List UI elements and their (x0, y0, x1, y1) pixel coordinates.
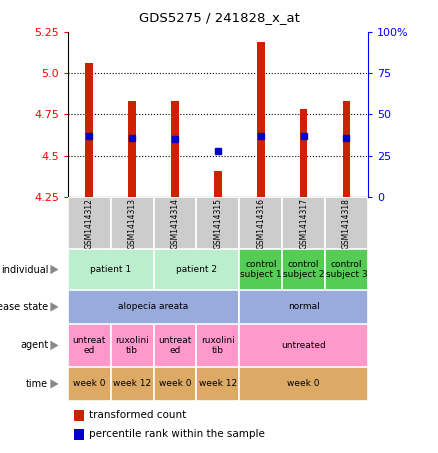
Bar (197, 324, 239, 367)
Bar (111, 197, 154, 249)
Text: GSM1414317: GSM1414317 (299, 198, 308, 249)
Bar (111, 367, 154, 401)
Text: control
subject 1: control subject 1 (240, 260, 282, 279)
Bar (282, 249, 325, 290)
Bar (197, 367, 239, 401)
Bar (68, 367, 111, 401)
Text: patient 1: patient 1 (90, 265, 131, 274)
Bar (239, 290, 368, 324)
Bar (74, 429, 85, 440)
Text: transformed count: transformed count (89, 410, 186, 420)
Text: agent: agent (20, 340, 48, 351)
Text: GDS5275 / 241828_x_at: GDS5275 / 241828_x_at (138, 11, 300, 24)
Text: GSM1414313: GSM1414313 (128, 198, 137, 249)
Polygon shape (50, 341, 59, 350)
Text: GSM1414314: GSM1414314 (170, 198, 180, 249)
Text: percentile rank within the sample: percentile rank within the sample (89, 429, 265, 439)
Bar (68, 249, 154, 290)
Polygon shape (50, 265, 59, 274)
Bar (154, 367, 197, 401)
Text: time: time (26, 379, 48, 389)
Text: week 0: week 0 (287, 380, 320, 388)
Bar (68, 324, 111, 367)
Bar (343, 101, 350, 197)
Bar (68, 290, 239, 324)
Bar (111, 324, 154, 367)
Bar (128, 101, 136, 197)
Text: untreat
ed: untreat ed (73, 336, 106, 355)
Bar (325, 197, 368, 249)
Bar (282, 197, 325, 249)
Bar (74, 410, 85, 421)
Text: alopecia areata: alopecia areata (119, 303, 189, 311)
Text: GSM1414312: GSM1414312 (85, 198, 94, 249)
Polygon shape (50, 379, 59, 389)
Bar (154, 324, 197, 367)
Text: untreated: untreated (281, 341, 326, 350)
Text: week 0: week 0 (73, 380, 106, 388)
Text: disease state: disease state (0, 302, 48, 312)
Text: GSM1414318: GSM1414318 (342, 198, 351, 249)
Bar (257, 42, 265, 197)
Bar (85, 63, 93, 197)
Bar (197, 197, 239, 249)
Text: ruxolini
tib: ruxolini tib (201, 336, 235, 355)
Bar (239, 249, 282, 290)
Text: normal: normal (288, 303, 319, 311)
Text: week 0: week 0 (159, 380, 191, 388)
Text: untreat
ed: untreat ed (159, 336, 192, 355)
Text: week 12: week 12 (199, 380, 237, 388)
Text: control
subject 2: control subject 2 (283, 260, 325, 279)
Text: patient 2: patient 2 (176, 265, 217, 274)
Bar (214, 171, 222, 197)
Text: control
subject 3: control subject 3 (326, 260, 367, 279)
Bar (239, 367, 368, 401)
Bar (300, 110, 307, 197)
Text: week 12: week 12 (113, 380, 151, 388)
Text: individual: individual (1, 265, 48, 275)
Text: GSM1414315: GSM1414315 (213, 198, 223, 249)
Bar (68, 197, 111, 249)
Bar (239, 197, 282, 249)
Bar (239, 324, 368, 367)
Polygon shape (50, 302, 59, 312)
Bar (154, 249, 239, 290)
Bar (325, 249, 368, 290)
Bar (154, 197, 197, 249)
Text: ruxolini
tib: ruxolini tib (115, 336, 149, 355)
Text: GSM1414316: GSM1414316 (256, 198, 265, 249)
Bar (171, 101, 179, 197)
